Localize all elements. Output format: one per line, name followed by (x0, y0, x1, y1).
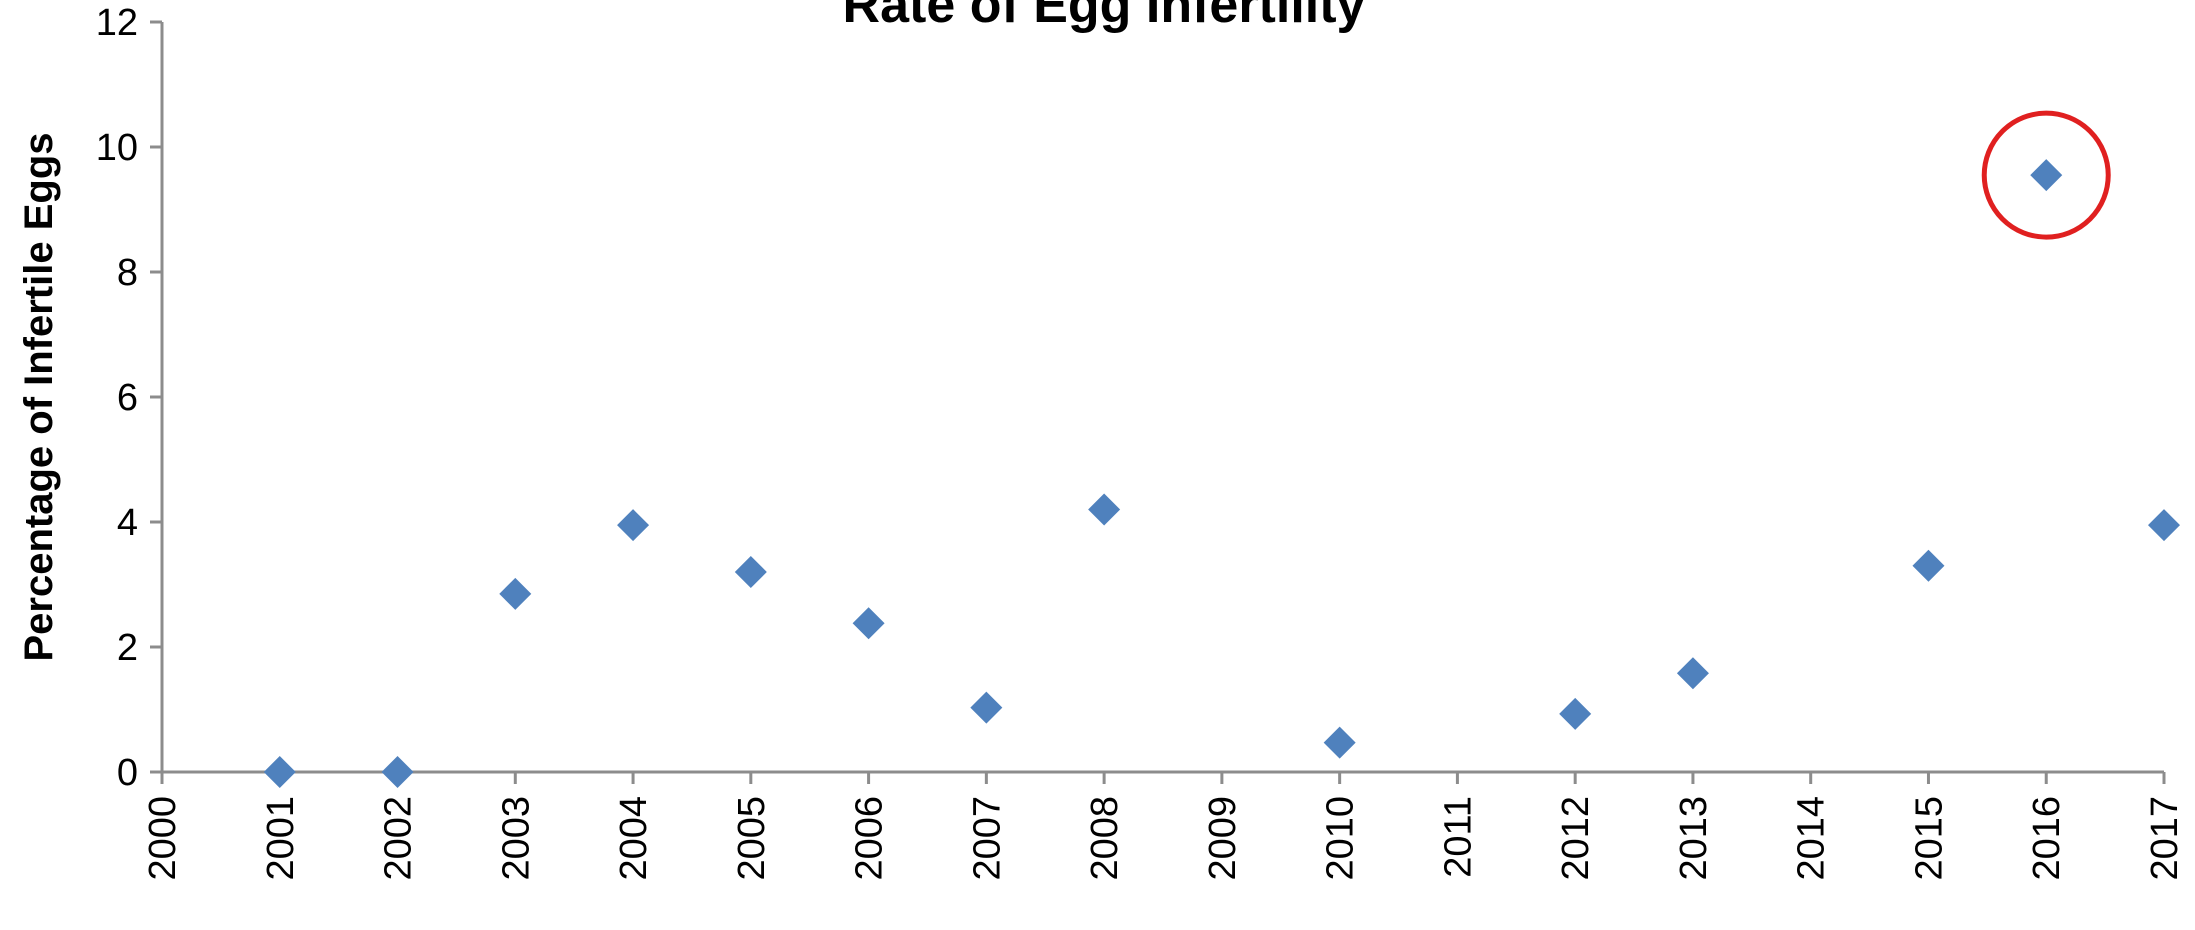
x-tick-label: 2009 (1202, 796, 1244, 881)
highlight-circle (1981, 110, 2111, 240)
data-point (734, 556, 767, 588)
y-tick-label: 8 (117, 252, 138, 294)
x-tick-label: 2004 (613, 796, 655, 881)
data-point (1323, 726, 1356, 759)
y-tick-label: 12 (96, 2, 138, 44)
x-tick-label: 2002 (378, 796, 420, 881)
x-tick-label: 2000 (142, 796, 184, 881)
x-tick-label: 2003 (495, 796, 537, 881)
x-axis-ticks: 2000 2001 2002 2003 2004 2005 2006 2007 2008 2009… (142, 772, 2186, 881)
data-point (617, 509, 650, 542)
x-tick-label: 2001 (260, 796, 302, 881)
data-point (2030, 159, 2063, 192)
y-tick-label: 6 (117, 377, 138, 419)
data-point (1559, 697, 1592, 730)
x-tick-label: 2010 (1320, 796, 1362, 881)
y-tick-label: 10 (96, 127, 138, 169)
chart-title: Rate of Egg Infertility (843, 0, 1366, 34)
annotations (1981, 110, 2111, 240)
y-tick-label: 2 (117, 627, 138, 669)
data-point (1676, 657, 1709, 690)
x-tick-label: 2017 (2144, 796, 2186, 881)
x-tick-label: 2012 (1555, 796, 1597, 881)
y-axis-ticks: 0 2 4 6 8 10 12 (96, 2, 162, 794)
data-point (381, 756, 414, 788)
x-tick-label: 2016 (2026, 796, 2068, 881)
x-tick-label: 2006 (849, 796, 891, 881)
x-tick-label: 2014 (1791, 796, 1833, 881)
data-point (1912, 549, 1945, 582)
data-point (852, 607, 885, 640)
data-point (263, 756, 296, 788)
x-tick-label: 2007 (966, 796, 1008, 881)
x-tick-label: 2011 (1437, 796, 1479, 878)
data-point (499, 577, 532, 610)
y-tick-label: 0 (117, 752, 138, 794)
data-point (970, 691, 1003, 724)
x-tick-label: 2005 (731, 796, 773, 881)
y-axis-label: Percentage of Infertile Eggs (17, 132, 61, 661)
data-point (1088, 493, 1121, 526)
data-point (2148, 509, 2180, 542)
x-tick-label: 2008 (1084, 796, 1126, 881)
data-points (263, 159, 2180, 788)
x-tick-label: 2013 (1673, 796, 1715, 881)
y-tick-label: 4 (117, 502, 138, 544)
x-tick-label: 2015 (1908, 796, 1950, 881)
